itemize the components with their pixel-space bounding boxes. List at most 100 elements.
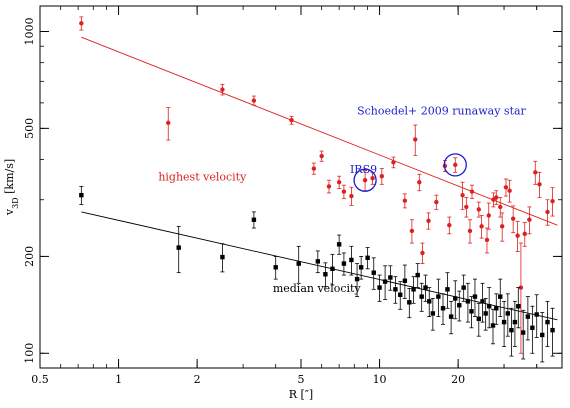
data-point	[388, 275, 393, 280]
data-point	[440, 306, 446, 311]
x-tick-label: 2	[194, 373, 201, 386]
data-point	[453, 296, 458, 301]
data-point	[512, 319, 518, 325]
highlight-circle	[443, 153, 467, 177]
data-point	[498, 294, 503, 299]
data-point	[377, 285, 382, 290]
data-point	[545, 209, 550, 215]
y-tick-label: 200	[23, 246, 36, 267]
data-point	[393, 287, 398, 292]
data-point	[349, 257, 354, 263]
data-point	[323, 272, 328, 277]
annotation-text: median velocity	[273, 282, 362, 295]
annotations: highest velocity median velocity IRS9 Schoe…	[158, 104, 526, 295]
data-point	[420, 250, 425, 256]
data-point	[341, 261, 347, 266]
data-point	[79, 192, 84, 198]
data-point	[402, 198, 408, 203]
y-tick-label: 500	[23, 118, 36, 139]
data-point	[417, 180, 422, 185]
data-point	[486, 304, 492, 309]
data-point	[409, 228, 415, 234]
data-point	[534, 312, 539, 317]
fit-lines	[81, 36, 558, 321]
data-point	[545, 319, 550, 325]
data-point	[436, 294, 441, 299]
data-point	[311, 166, 317, 171]
data-point	[460, 192, 465, 198]
data-point	[507, 188, 512, 193]
data-point	[490, 323, 496, 328]
data-point	[419, 294, 424, 299]
data-point	[273, 265, 278, 270]
data-point	[371, 270, 376, 275]
annotation-text: IRS9	[350, 163, 377, 176]
data-point	[434, 199, 439, 205]
data-point	[415, 272, 420, 278]
data-point	[220, 254, 225, 260]
data-point	[296, 261, 301, 266]
data-point	[427, 299, 432, 304]
data-point	[457, 303, 462, 308]
data-point	[476, 207, 482, 212]
data-point	[336, 242, 342, 247]
data-point	[79, 21, 84, 26]
data-point	[447, 223, 452, 228]
y-axis-label-unit: [km/s]	[3, 159, 16, 198]
data-point	[533, 170, 538, 175]
x-tick-label: 10	[373, 373, 387, 386]
data-point	[484, 237, 490, 243]
data-point	[530, 325, 535, 330]
data-point	[370, 175, 375, 181]
data-point	[498, 204, 503, 210]
data-point	[402, 278, 408, 283]
data-point	[426, 218, 431, 224]
data-point	[382, 279, 388, 284]
data-point	[465, 299, 471, 304]
data-point	[476, 316, 482, 321]
y-axis-label-sub: 3D	[11, 197, 20, 209]
data-point	[349, 193, 354, 199]
data-point	[448, 314, 454, 319]
data-point	[467, 228, 473, 234]
x-tick-label: 1	[115, 373, 122, 386]
data-point	[251, 217, 257, 222]
data-point	[330, 266, 335, 272]
data-point	[319, 153, 324, 159]
data-point	[469, 189, 475, 194]
data-point	[336, 180, 342, 185]
data-point	[480, 299, 485, 304]
y-tick-label: 1000	[23, 17, 36, 45]
data-point	[326, 184, 332, 189]
data-point	[220, 87, 225, 92]
data-point	[398, 292, 403, 297]
data-point	[503, 185, 509, 190]
data-point	[315, 259, 321, 264]
data-point	[486, 213, 491, 218]
data-point	[494, 306, 499, 311]
annotation-text: highest velocity	[158, 171, 247, 184]
highlight-circle	[353, 168, 377, 192]
data-point	[464, 204, 469, 210]
data-point	[461, 285, 466, 290]
data-point	[354, 276, 360, 282]
data-point	[479, 224, 484, 229]
data-point	[550, 327, 555, 333]
data-point	[501, 319, 507, 325]
data-point	[550, 198, 555, 204]
data-points	[79, 16, 555, 363]
data-point	[499, 224, 505, 229]
data-point	[445, 287, 450, 292]
data-point	[472, 294, 478, 299]
data-point	[362, 178, 368, 183]
data-point	[522, 231, 527, 237]
data-point	[515, 233, 520, 238]
data-point	[505, 311, 511, 316]
y-tick-label: 100	[23, 343, 36, 364]
data-point	[516, 304, 521, 309]
data-point	[540, 332, 545, 338]
data-point	[251, 98, 257, 103]
annotation-text: Schoedel+ 2009 runaway star	[357, 104, 526, 117]
data-point	[453, 162, 458, 168]
